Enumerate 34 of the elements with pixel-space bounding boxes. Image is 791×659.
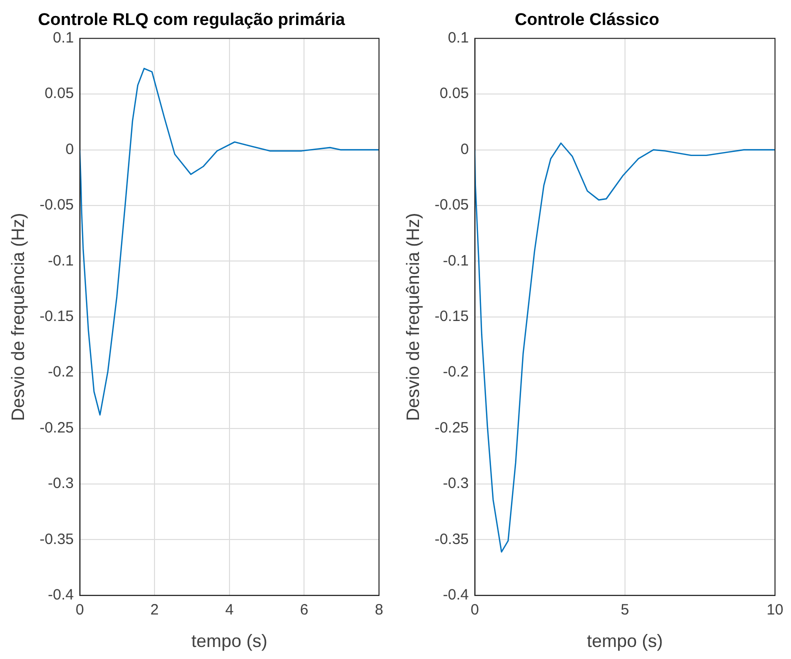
x-tick-label: 5 bbox=[620, 602, 630, 619]
y-tick-label: -0.4 bbox=[48, 586, 74, 604]
x-tick-label: 10 bbox=[766, 602, 784, 619]
y-tick-label: 0.05 bbox=[440, 85, 469, 102]
y-tick-label: -0.3 bbox=[48, 475, 74, 492]
y-tick-label: 0.05 bbox=[44, 85, 74, 102]
y-axis-title: Desvio de frequência (Hz) bbox=[8, 212, 28, 421]
y-tick-label: -0.1 bbox=[48, 252, 74, 270]
y-tick-label: -0.2 bbox=[442, 364, 469, 381]
y-tick-label: -0.3 bbox=[442, 475, 469, 492]
y-tick-label: -0.35 bbox=[40, 530, 74, 548]
y-tick-label: -0.1 bbox=[442, 252, 469, 270]
x-tick-label: 6 bbox=[300, 602, 308, 619]
chart-title: Controle Clássico bbox=[514, 10, 660, 29]
y-tick-label: 0.1 bbox=[448, 30, 469, 47]
y-tick-label: -0.35 bbox=[434, 530, 469, 548]
x-axis-title: tempo (s) bbox=[586, 631, 663, 652]
y-tick-label: 0.1 bbox=[52, 30, 74, 47]
y-tick-label: -0.4 bbox=[442, 586, 469, 604]
x-tick-label: 4 bbox=[225, 602, 234, 619]
y-tick-label: 0 bbox=[65, 140, 74, 158]
y-tick-label: -0.25 bbox=[40, 419, 74, 436]
y-tick-label: -0.25 bbox=[434, 419, 469, 436]
y-tick-label: -0.2 bbox=[48, 364, 74, 381]
y-axis-title: Desvio de frequência (Hz) bbox=[402, 212, 423, 421]
x-tick-label: 2 bbox=[150, 602, 159, 619]
x-axis-title: tempo (s) bbox=[191, 631, 268, 652]
y-tick-label: 0 bbox=[460, 140, 469, 158]
y-tick-label: -0.15 bbox=[40, 308, 74, 326]
y-tick-label: -0.15 bbox=[434, 308, 469, 326]
y-tick-label: -0.05 bbox=[40, 196, 74, 214]
y-tick-label: -0.05 bbox=[434, 196, 469, 214]
x-tick-label: 8 bbox=[374, 602, 384, 619]
chart-title: Controle RLQ com regulação primária bbox=[38, 10, 346, 29]
